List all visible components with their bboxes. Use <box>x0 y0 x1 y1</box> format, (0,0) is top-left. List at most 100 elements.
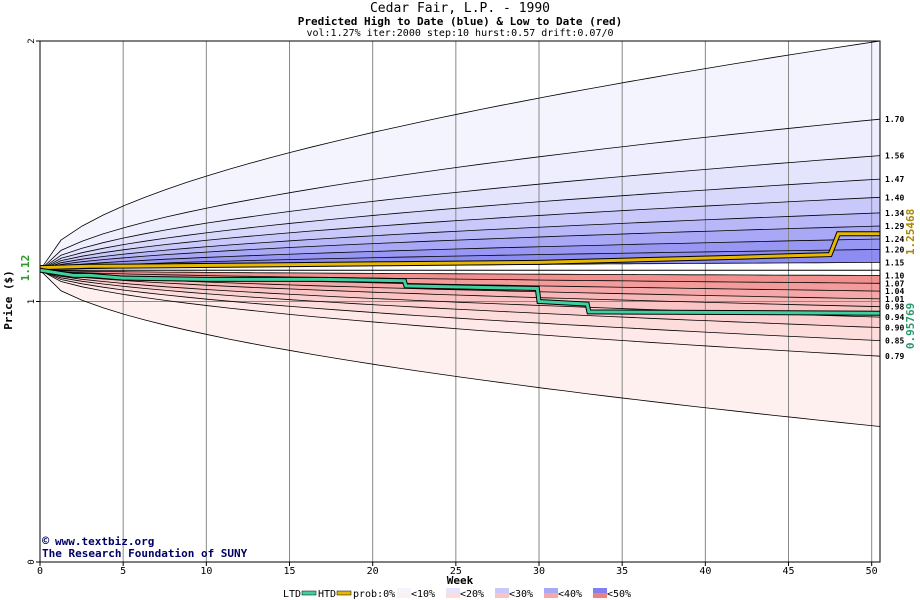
x-tick-50: 50 <box>866 566 878 577</box>
low-band-7 <box>40 270 880 341</box>
quantile-line-6 <box>39 178 881 271</box>
quantile-line-8 <box>39 118 881 271</box>
legend-bin-label-2: <30% <box>509 589 533 600</box>
legend-bin-label-0: <10% <box>411 589 435 600</box>
x-tick-35: 35 <box>616 566 628 577</box>
high-band-7 <box>40 155 880 271</box>
low-label-0.94: 0.94 <box>885 313 904 322</box>
quantile-line-17 <box>39 269 881 341</box>
high-band-9 <box>40 41 880 271</box>
quantile-line-10 <box>39 269 880 276</box>
high-label-1.29: 1.29 <box>885 222 904 231</box>
high-label-1.47: 1.47 <box>885 175 904 184</box>
legend-ltd-swatch <box>301 590 317 596</box>
watermark-org: The Research Foundation of SUNY <box>42 547 248 560</box>
low-band-8 <box>40 270 880 357</box>
high-label-1.70: 1.70 <box>885 115 904 124</box>
y-tick-1: 1 <box>27 299 37 304</box>
x-axis-label: Week <box>447 574 474 587</box>
ltd-line <box>39 268 881 315</box>
y-axis-label: Price ($) <box>2 270 15 330</box>
legend-bin-blue-0 <box>397 588 411 593</box>
x-tick-5: 5 <box>120 566 126 577</box>
low-label-0.90: 0.90 <box>885 324 904 333</box>
quantile-line-4 <box>39 212 881 271</box>
high-band-2 <box>40 239 880 271</box>
quantile-labels: 1.70 1.56 1.47 1.40 1.34 1.29 1.241.20 1.15 1.10… <box>885 115 904 361</box>
legend-bin-label-3: <40% <box>558 589 582 600</box>
chart-header: Cedar Fair, L.P. - 1990 Predicted High t… <box>0 1 920 40</box>
quantile-line-9 <box>39 40 881 271</box>
legend-bin-red-0 <box>397 593 411 598</box>
legend-bin-label-1: <20% <box>460 589 484 600</box>
x-tick-20: 20 <box>367 566 379 577</box>
x-tick-45: 45 <box>782 566 794 577</box>
legend-htd-label: HTD <box>318 589 336 600</box>
legend-htd-swatch <box>336 590 352 596</box>
legend: LTD HTD prob:0% <10% <20% <30% <40% <50% <box>283 588 631 600</box>
quantile-line-14 <box>39 269 881 308</box>
quantile-line-5 <box>39 196 881 271</box>
x-tick-15: 15 <box>283 566 295 577</box>
high-label-1.56: 1.56 <box>885 152 904 161</box>
low-band-1 <box>40 270 880 284</box>
low-label-1.04: 1.04 <box>885 287 904 296</box>
x-tick-30: 30 <box>533 566 545 577</box>
quantile-line-16 <box>39 269 881 328</box>
x-tick-10: 10 <box>200 566 212 577</box>
low-label-1.10: 1.10 <box>885 271 904 280</box>
low-label-1.07: 1.07 <box>885 279 904 288</box>
x-tick-0: 0 <box>37 566 43 577</box>
quantile-line-11 <box>39 269 881 284</box>
y-tick-2: 2 <box>27 38 37 43</box>
low-label-0.98: 0.98 <box>885 303 904 312</box>
low-band-4 <box>40 270 880 307</box>
chart-params: vol:1.27% iter:2000 step:10 hurst:0.57 d… <box>306 28 614 39</box>
high-label-1.24: 1.24 <box>885 235 904 244</box>
high-band-5 <box>40 197 880 271</box>
watermark-url: www.textbiz.org <box>55 535 154 548</box>
low-band-2 <box>40 270 880 292</box>
high-label-1.15: 1.15 <box>885 258 904 267</box>
legend-bin-red-2 <box>495 593 509 598</box>
ltd-end-label: 0.95769 <box>904 303 917 349</box>
copyright-icon: © <box>42 534 50 548</box>
x-tick-40: 40 <box>699 566 711 577</box>
legend-prob-label: prob:0% <box>353 589 395 600</box>
high-label-1.40: 1.40 <box>885 193 904 202</box>
series-lines <box>39 231 881 316</box>
high-band-4 <box>40 212 880 271</box>
high-band-6 <box>40 179 880 271</box>
quantile-bands <box>40 41 880 427</box>
quantile-line-3 <box>39 225 881 271</box>
legend-bin-blue-3 <box>544 588 558 593</box>
htd-line <box>39 232 880 270</box>
quantile-line-1 <box>39 249 881 271</box>
low-label-0.79: 0.79 <box>885 352 904 361</box>
low-label-1.01: 1.01 <box>885 295 904 304</box>
high-band-8 <box>40 119 880 271</box>
quantile-line-19 <box>39 269 881 427</box>
x-tick-25: 25 <box>450 566 462 577</box>
low-band-9 <box>40 270 880 427</box>
quantile-lines <box>39 40 881 427</box>
legend-bin-blue-2 <box>495 588 509 593</box>
legend-bin-blue-1 <box>446 588 460 593</box>
legend-bin-red-4 <box>593 593 607 598</box>
chart-title: Cedar Fair, L.P. - 1990 <box>369 1 550 16</box>
chart-subtitle: Predicted High to Date (blue) & Low to D… <box>297 15 623 28</box>
start-price-label: 1.12 <box>19 255 32 282</box>
tick-labels: 0 5 10 15 20 25 30 35 40 45 50 0 1 2 <box>27 38 878 577</box>
quantile-line-2 <box>39 238 881 271</box>
y-tick-0: 0 <box>27 559 37 564</box>
high-label-1.34: 1.34 <box>885 209 904 218</box>
low-band-5 <box>40 270 880 318</box>
legend-ltd-label: LTD <box>283 589 301 600</box>
legend-bin-red-3 <box>544 593 558 598</box>
high-band-3 <box>40 226 880 271</box>
legend-bin-red-1 <box>446 593 460 598</box>
legend-bin-label-4: <50% <box>607 589 631 600</box>
quantile-line-18 <box>39 269 881 357</box>
